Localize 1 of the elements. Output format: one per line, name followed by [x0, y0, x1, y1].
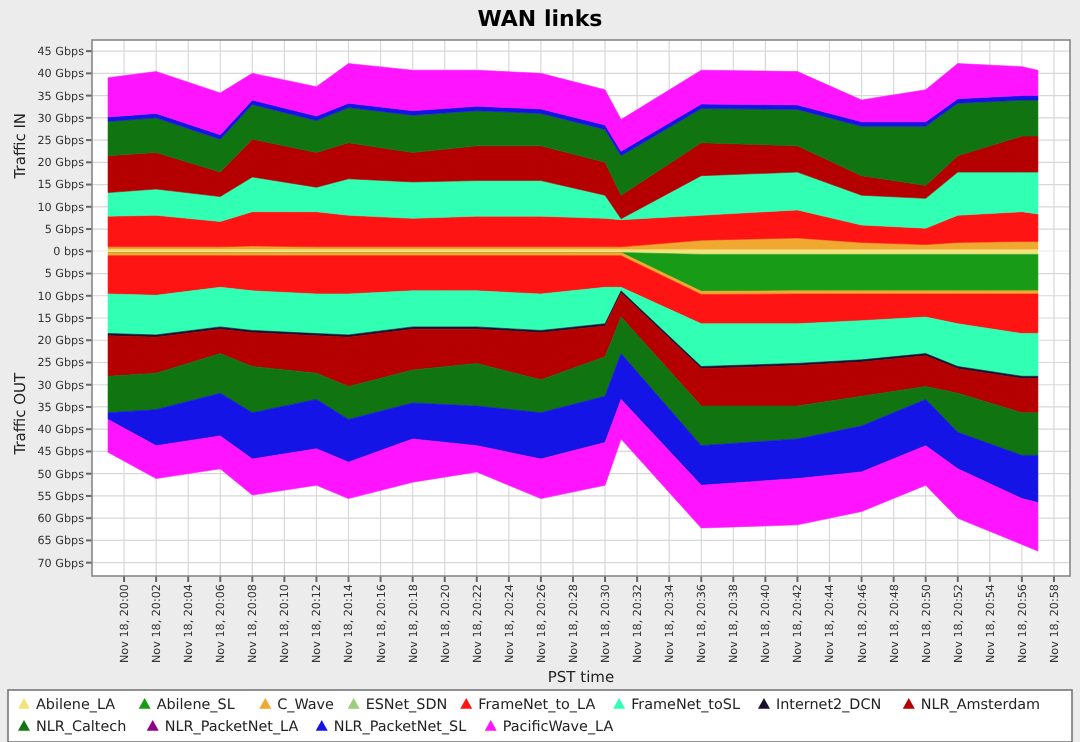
chart-title: WAN links — [477, 6, 604, 32]
